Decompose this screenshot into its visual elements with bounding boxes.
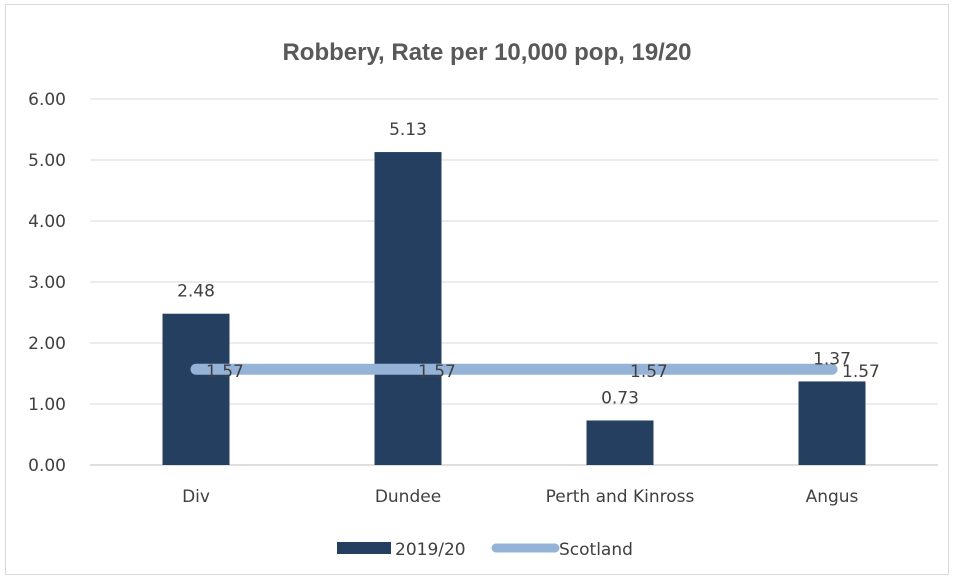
x-axis-ticks: Div Dundee Perth and Kinross Angus (182, 487, 858, 507)
line-point (407, 368, 409, 371)
legend-label-line: Scotland (559, 540, 633, 560)
bar (798, 381, 866, 465)
bar-data-label: 1.37 (813, 349, 851, 369)
bar (374, 152, 442, 465)
x-category-label: Angus (806, 487, 859, 507)
bar-data-label: 2.48 (177, 282, 215, 302)
y-tick-label: 4.00 (28, 212, 66, 232)
line-point (619, 368, 621, 371)
data-labels: 2.485.130.731.371.57 1.57 1.57 1.57 (177, 120, 880, 408)
gridlines (90, 98, 938, 466)
bar-data-label: 0.73 (601, 388, 639, 408)
y-tick-label: 3.00 (28, 273, 66, 293)
bar-data-label: 5.13 (389, 120, 427, 140)
line-series (190, 363, 838, 375)
bar-series (162, 152, 866, 465)
chart-title: Robbery, Rate per 10,000 pop, 19/20 (282, 39, 691, 66)
line-data-label: 1.57 (206, 362, 244, 382)
line-data-label: 1.57 (630, 362, 668, 382)
y-tick-label: 5.00 (28, 151, 66, 171)
legend-label-bar: 2019/20 (395, 540, 466, 560)
y-tick-label: 0.00 (28, 456, 66, 476)
bar (162, 313, 230, 465)
y-tick-label: 2.00 (28, 334, 66, 354)
line-point (195, 368, 197, 371)
line-data-label: 1.57 (842, 362, 880, 382)
legend: 2019/20 Scotland (337, 540, 633, 560)
y-axis-ticks: 0.00 1.00 2.00 3.00 4.00 5.00 6.00 (28, 90, 66, 476)
line-point (831, 368, 833, 371)
legend-swatch-bar (337, 542, 391, 554)
x-category-label: Div (182, 487, 210, 507)
line-data-label: 1.57 (418, 362, 456, 382)
bar (586, 420, 654, 465)
y-tick-label: 6.00 (28, 90, 66, 110)
x-category-label: Perth and Kinross (546, 487, 695, 507)
y-tick-label: 1.00 (28, 395, 66, 415)
x-category-label: Dundee (375, 487, 441, 507)
